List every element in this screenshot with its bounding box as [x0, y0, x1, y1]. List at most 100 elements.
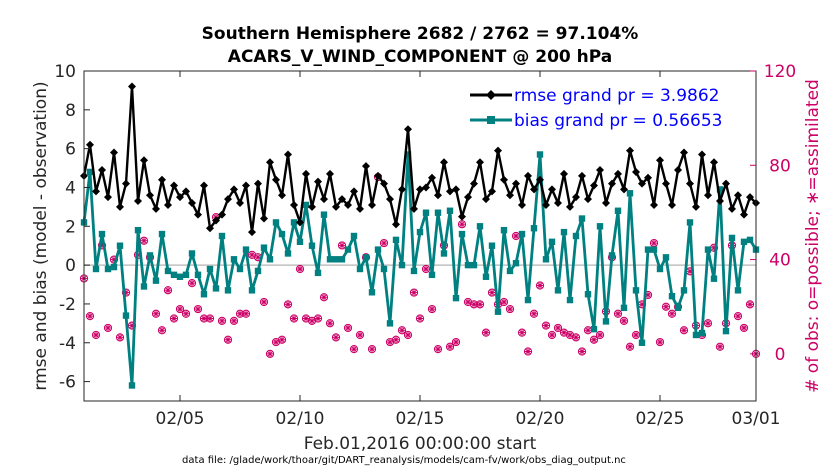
bias-point — [284, 250, 292, 257]
obs-possible-point — [427, 304, 437, 314]
bias-point — [158, 230, 166, 238]
rmse-point — [440, 158, 448, 167]
rmse-point — [428, 173, 436, 182]
rmse-point — [278, 191, 286, 200]
rmse-point — [146, 191, 154, 200]
rmse-point — [248, 228, 256, 237]
rmse-point — [548, 185, 556, 194]
obs-possible-point — [715, 342, 725, 351]
x-tick-label: 02/15 — [396, 409, 445, 429]
bias-point — [692, 331, 700, 339]
rmse-point — [560, 169, 568, 178]
bias-point — [152, 277, 160, 284]
obs-possible-point — [415, 314, 425, 323]
obs-assimilated-point — [716, 343, 724, 351]
rmse-point — [98, 166, 106, 174]
legend-rmse-marker — [486, 90, 496, 100]
rmse-point — [458, 212, 466, 221]
bias-point — [140, 283, 148, 290]
rmse-point — [260, 214, 268, 223]
bias-point — [656, 265, 664, 273]
obs-assimilated-point — [536, 282, 544, 289]
rmse-point — [338, 195, 346, 204]
rmse-point — [212, 216, 220, 225]
rmse-point — [332, 202, 340, 211]
obs-possible-point — [103, 323, 113, 333]
bias-point — [350, 232, 358, 240]
rmse-point — [578, 171, 586, 180]
rmse-point — [272, 175, 280, 184]
obs-assimilated-point — [530, 310, 538, 318]
y-tick-label-right: 120 — [764, 62, 796, 82]
bias-point — [146, 252, 154, 259]
obs-assimilated-point — [290, 315, 298, 322]
obs-assimilated-point — [656, 338, 664, 346]
obs-assimilated-point — [626, 343, 634, 351]
bias-point — [134, 226, 142, 234]
obs-possible-point — [595, 330, 605, 340]
obs-assimilated-point — [590, 336, 598, 344]
x-tick-label: 02/05 — [156, 409, 205, 429]
obs-assimilated-point — [86, 312, 94, 320]
bias-point — [464, 261, 472, 269]
bias-point — [260, 244, 268, 251]
obs-possible-point — [517, 328, 527, 337]
rmse-point — [668, 200, 676, 209]
bias-point — [458, 230, 466, 238]
rmse-point — [530, 185, 538, 194]
obs-assimilated-point — [230, 317, 238, 325]
bias-point — [668, 292, 676, 300]
obs-assimilated-point — [506, 305, 514, 313]
obs-possible-point — [337, 241, 347, 250]
bias-point — [200, 291, 208, 298]
rmse-point — [380, 179, 388, 188]
obs-assimilated-point — [596, 331, 604, 339]
rmse-point — [650, 200, 658, 209]
obs-possible-point — [535, 281, 545, 290]
obs-possible-point — [181, 309, 191, 318]
bias-point — [110, 263, 118, 271]
bias-point — [194, 271, 202, 279]
y-tick-label-left: 6 — [65, 140, 76, 160]
obs-possible-point — [331, 333, 341, 342]
bias-point — [176, 273, 184, 280]
rmse-point — [266, 158, 274, 167]
rmse-point — [704, 191, 712, 200]
rmse-point — [452, 185, 460, 194]
bias-point — [374, 246, 382, 253]
bias-point — [338, 256, 346, 263]
obs-assimilated-point — [308, 317, 316, 325]
rmse-point — [224, 195, 232, 204]
bias-point — [368, 289, 376, 296]
rmse-point — [416, 185, 424, 194]
bias-point — [404, 151, 412, 158]
obs-assimilated-point — [422, 265, 430, 273]
obs-possible-point — [175, 304, 185, 314]
bias-point — [554, 287, 562, 294]
rmse-point — [392, 220, 400, 229]
rmse-point — [566, 202, 574, 211]
bias-point — [728, 234, 736, 242]
rmse-point — [680, 148, 688, 157]
rmse-point — [230, 185, 238, 194]
y-axis-label-right: # of obs: o=possible; ∗=assimilated — [803, 79, 823, 393]
obs-assimilated-point — [386, 338, 394, 346]
obs-possible-point — [157, 326, 167, 335]
obs-possible-point — [151, 309, 161, 318]
obs-assimilated-point — [488, 289, 496, 296]
bias-point — [230, 256, 238, 263]
obs-assimilated-point — [314, 315, 322, 322]
obs-assimilated-point — [218, 317, 226, 325]
obs-assimilated-point — [668, 310, 676, 318]
bias-point — [686, 219, 694, 226]
bias-point — [470, 261, 478, 269]
obs-assimilated-point — [512, 232, 520, 240]
rmse-point — [572, 193, 580, 202]
bias-point — [128, 382, 136, 389]
obs-assimilated-point — [458, 220, 466, 228]
obs-assimilated-point — [164, 286, 172, 294]
bias-point — [626, 190, 634, 197]
bias-point — [746, 236, 754, 244]
bias-point — [248, 287, 256, 294]
y-tick-label-left: 8 — [65, 101, 76, 121]
